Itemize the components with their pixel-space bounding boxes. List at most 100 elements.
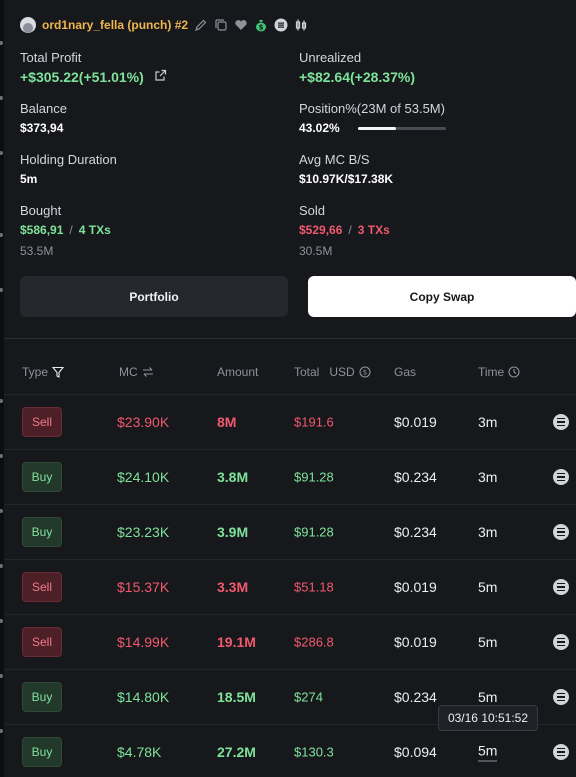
currency-switch-icon[interactable]: $ [359, 366, 371, 378]
trade-details-icon[interactable] [553, 744, 569, 760]
mc-header[interactable]: MC [119, 365, 154, 379]
left-gutter [0, 0, 4, 777]
position-label: Position%(23M of 53.5M) [299, 101, 445, 116]
amount-header: Amount [217, 365, 258, 379]
avg-mc: Avg MC B/S $10.97K/$17.38K [299, 152, 393, 186]
trade-details-icon[interactable] [553, 469, 569, 485]
trade-time[interactable]: 5m [478, 579, 498, 595]
trade-gas: $0.234 [394, 689, 437, 705]
time-tooltip: 03/16 10:51:52 [438, 705, 538, 731]
trade-type-badge: Buy [22, 462, 62, 492]
trade-time[interactable]: 3m [478, 414, 498, 430]
edit-icon[interactable] [194, 18, 208, 32]
sold: Sold $529,66 / 3 TXs 30.5M [299, 203, 390, 258]
trade-mc: $24.10K [117, 469, 170, 485]
trade-details-icon[interactable] [553, 524, 569, 540]
position: Position%(23M of 53.5M) 43.02% [299, 101, 446, 135]
type-header[interactable]: Type [22, 365, 65, 379]
balance-label: Balance [20, 101, 67, 116]
sold-value-row: $529,66 / 3 TXs [299, 223, 390, 237]
position-value: 43.02% [299, 121, 340, 135]
heart-icon[interactable] [234, 18, 248, 32]
balance-value: $373,94 [20, 121, 64, 135]
trade-time[interactable]: 5m [478, 743, 498, 762]
holding-label: Holding Duration [20, 152, 117, 167]
trade-amount: 3.9M [217, 524, 249, 540]
usd-toggle[interactable]: USD [329, 365, 355, 379]
external-link-icon[interactable] [148, 69, 167, 85]
trade-details-icon[interactable] [553, 414, 569, 430]
avatar [20, 17, 36, 33]
balance: Balance $373,94 [20, 101, 67, 135]
bought-txs: 4 TXs [78, 223, 111, 237]
swap-arrows-icon[interactable] [142, 366, 154, 378]
trade-mc: $4.78K [117, 744, 162, 760]
total-profit-value-row: +$305.22(+51.01%) [20, 69, 167, 85]
trade-time[interactable]: 5m [478, 689, 498, 705]
svg-text:$: $ [259, 24, 264, 32]
trade-type-badge: Buy [22, 737, 62, 767]
trade-total: $91.28 [294, 469, 334, 485]
trade-amount: 3.3M [217, 579, 249, 595]
bought-sub: 53.5M [20, 244, 54, 258]
time-header-label: Time [478, 365, 505, 379]
bought: Bought $586,91 / 4 TXs 53.5M [20, 203, 111, 258]
copy-icon[interactable] [214, 18, 228, 32]
sold-txs: 3 TXs [357, 223, 390, 237]
trade-amount: 8M [217, 414, 237, 430]
bought-amount: $586,91 [20, 223, 64, 237]
copy-swap-button[interactable]: Copy Swap [308, 276, 576, 317]
trade-time[interactable]: 3m [478, 524, 498, 540]
sold-sub: 30.5M [299, 244, 333, 258]
trade-total: $286.8 [294, 634, 334, 650]
holding-value: 5m [20, 172, 38, 186]
table-row[interactable]: Sell $15.37K 3.3M $51.18 $0.019 5m [4, 559, 576, 614]
list-icon[interactable] [274, 18, 288, 32]
trade-mc: $14.80K [117, 689, 170, 705]
bought-separator: / [69, 223, 73, 237]
unrealized: Unrealized +$82.64(+28.37%) [299, 50, 415, 85]
table-row[interactable]: Buy $4.78K 27.2M $130.3 $0.094 5m [4, 724, 576, 777]
money-bag-icon[interactable]: $ [254, 18, 268, 32]
trade-gas: $0.019 [394, 634, 437, 650]
portfolio-button[interactable]: Portfolio [20, 276, 288, 317]
trade-type-badge: Sell [22, 627, 62, 657]
wallet-name: ord1nary_fella (punch) #2 [42, 18, 189, 32]
trade-total: $51.18 [294, 579, 334, 595]
clock-icon[interactable] [508, 366, 520, 378]
filter-icon[interactable] [52, 366, 65, 378]
trade-gas: $0.234 [394, 524, 437, 540]
trade-type-badge: Buy [22, 517, 62, 547]
mc-header-label: MC [119, 365, 138, 379]
unrealized-value: +$82.64(+28.37%) [299, 69, 415, 85]
candles-icon[interactable] [294, 18, 308, 32]
trade-details-icon[interactable] [553, 634, 569, 650]
trade-details-icon[interactable] [553, 689, 569, 705]
trade-time[interactable]: 5m [478, 634, 498, 650]
total-profit-value: +$305.22(+51.01%) [20, 69, 144, 85]
sold-separator: / [348, 223, 352, 237]
trade-details-icon[interactable] [553, 579, 569, 595]
trade-total: $130.3 [294, 744, 334, 760]
bought-label: Bought [20, 203, 62, 218]
table-row[interactable]: Buy $23.23K 3.9M $91.28 $0.234 3m [4, 504, 576, 559]
avg-mc-label: Avg MC B/S [299, 152, 370, 167]
bought-value-row: $586,91 / 4 TXs [20, 223, 111, 237]
table-row[interactable]: Sell $14.99K 19.1M $286.8 $0.019 5m [4, 614, 576, 669]
total-header: Total USD $ [294, 365, 371, 379]
trade-amount: 19.1M [217, 634, 256, 650]
time-header[interactable]: Time [478, 365, 520, 379]
total-header-label: Total [294, 365, 320, 379]
trade-amount: 27.2M [217, 744, 256, 760]
table-row[interactable]: Buy $24.10K 3.8M $91.28 $0.234 3m [4, 449, 576, 504]
trade-time[interactable]: 3m [478, 469, 498, 485]
trade-gas: $0.094 [394, 744, 437, 760]
table-row[interactable]: Buy $14.80K 18.5M $274 $0.234 5m [4, 669, 576, 724]
gas-header-label: Gas [394, 365, 417, 379]
position-progress-fill [357, 126, 396, 130]
position-value-row: 43.02% [299, 121, 446, 135]
trade-type-badge: Sell [22, 407, 62, 437]
trade-mc: $23.90K [117, 414, 170, 430]
total-profit: Total Profit +$305.22(+51.01%) [20, 50, 167, 85]
table-row[interactable]: Sell $23.90K 8M $191.6 $0.019 3m [4, 394, 576, 449]
